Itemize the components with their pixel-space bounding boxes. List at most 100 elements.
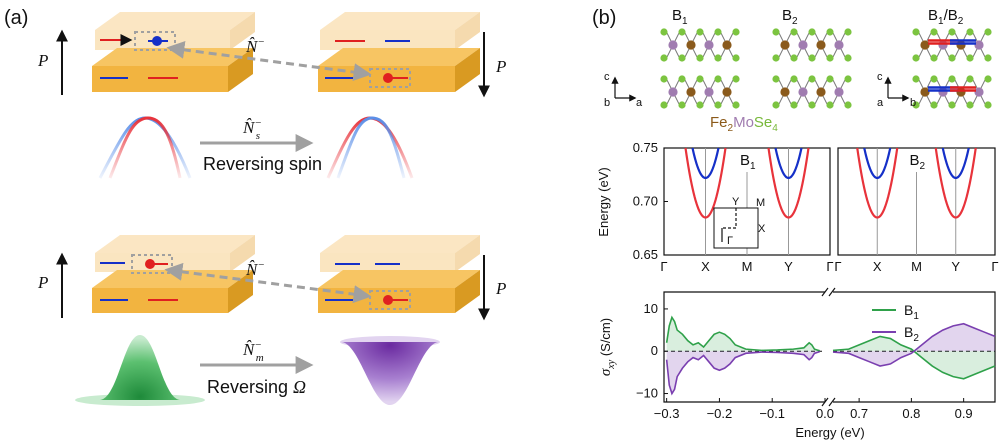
se-atom: [772, 54, 780, 62]
polarization-label-tr: P: [495, 57, 506, 76]
series-2-left-line: [665, 350, 820, 396]
legend-label: B2: [904, 324, 919, 344]
se-atom: [696, 54, 704, 62]
sigma-frame-left: [663, 291, 825, 403]
se-atom: [790, 28, 798, 36]
bz-label-x: X: [758, 223, 766, 235]
legend-label: B1: [904, 302, 919, 322]
se-atom: [660, 28, 668, 36]
spin-dot-red-br: [383, 295, 393, 305]
sigma-xtick: 0.7: [850, 406, 868, 421]
band-panel-title: B1: [740, 152, 756, 172]
crystal-b1-top: [660, 28, 740, 62]
se-atom: [660, 101, 668, 109]
axis-indicator-right: c a b: [877, 71, 916, 109]
polarization-label-br: P: [495, 279, 506, 298]
axis-break-mark: [828, 287, 836, 297]
mo-atom: [798, 40, 808, 50]
band-curve: [684, 147, 727, 219]
se-atom: [930, 28, 938, 36]
se-atom: [912, 101, 920, 109]
crystal-structures: [660, 28, 992, 109]
mo-atom: [704, 87, 714, 97]
band-xtick: M: [742, 259, 753, 274]
se-atom: [966, 28, 974, 36]
band-structure-chart: Energy (eV) 0.65 0.70 0.75 Γ X M Y Γ B1 Γ X M Y Γ B2 Y M X…: [596, 140, 999, 274]
se-atom: [696, 101, 704, 109]
se-atom: [790, 101, 798, 109]
crystal-b1-side: [660, 75, 740, 109]
crystal-b12-side: [912, 75, 992, 109]
band-ylabel: Energy (eV): [596, 167, 611, 236]
axis-indicator-left: c b a: [604, 71, 643, 109]
sigma-ytick: 0: [651, 343, 658, 358]
se-atom: [772, 28, 780, 36]
se-atom: [844, 54, 852, 62]
spin-dot-red-bl: [145, 259, 155, 269]
crystal-b2-side: [772, 75, 852, 109]
band-curve: [774, 147, 803, 180]
se-atom: [732, 101, 740, 109]
band-xtick: M: [911, 259, 922, 274]
se-atom: [966, 54, 974, 62]
se-atom: [912, 54, 920, 62]
band-xtick: Γ: [826, 259, 833, 274]
sigma-xtick: 0.0: [816, 406, 834, 421]
se-atom: [714, 75, 722, 83]
mo-atom: [974, 87, 984, 97]
conductivity-chart: 10 0 −10 −0.3 −0.2 −0.1 0.0 0.7 0.8 0.9 Energy (eV…: [598, 287, 996, 440]
operator-bottom-connect: N̂−: [245, 259, 265, 279]
struct-label-b1b2: B1/B2: [928, 7, 964, 27]
slab-group-bottom-right: [318, 235, 480, 313]
fe-atom: [816, 40, 826, 50]
slab-group-top-right: [318, 12, 480, 92]
fe-atom: [956, 40, 966, 50]
mo-atom: [938, 87, 948, 97]
bands-right: [326, 116, 414, 179]
se-atom: [966, 75, 974, 83]
se-atom: [732, 54, 740, 62]
band-xtick: X: [873, 259, 882, 274]
berry-dip-purple: [340, 336, 440, 405]
berry-peak-green: [75, 335, 205, 406]
se-atom: [696, 28, 704, 36]
band-curve: [941, 147, 970, 180]
se-atom: [678, 54, 686, 62]
svg-text:b: b: [604, 97, 610, 109]
mo-atom: [938, 40, 948, 50]
sigma-frame-right: [833, 291, 996, 403]
spin-arrows-b12: [928, 39, 976, 92]
band-xtick: Γ: [834, 259, 841, 274]
panel-a-label: (a): [4, 7, 28, 29]
slab-group-top-left: [92, 12, 255, 92]
spin-dot-red: [383, 73, 393, 83]
panel-b-label: (b): [592, 7, 616, 29]
se-atom: [826, 75, 834, 83]
fe-atom: [722, 87, 732, 97]
series-1-right-area: [833, 336, 995, 379]
svg-text:b: b: [910, 97, 916, 109]
series-1-right-line: [832, 335, 996, 380]
mo-atom: [668, 87, 678, 97]
se-atom: [808, 101, 816, 109]
fe-atom: [920, 40, 930, 50]
series-1-left-area: [666, 317, 820, 352]
axis-break-mark: [821, 287, 829, 297]
se-atom: [678, 75, 686, 83]
band-ytick: 0.70: [633, 194, 658, 209]
mo-atom: [974, 40, 984, 50]
operator-arrow-bottom: [164, 262, 372, 304]
sigma-xtick: 0.8: [902, 406, 920, 421]
se-atom: [948, 54, 956, 62]
se-atom: [714, 101, 722, 109]
se-atom: [696, 75, 704, 83]
slab-group-bottom-left: [92, 235, 255, 313]
band-curve: [863, 147, 892, 180]
svg-text:c: c: [877, 71, 883, 83]
sigma-ytick: −10: [636, 386, 658, 401]
se-atom: [808, 75, 816, 83]
se-atom: [808, 28, 816, 36]
se-atom: [930, 75, 938, 83]
fe-atom: [956, 87, 966, 97]
operator-bottom-arrow: N̂− m: [242, 339, 264, 364]
